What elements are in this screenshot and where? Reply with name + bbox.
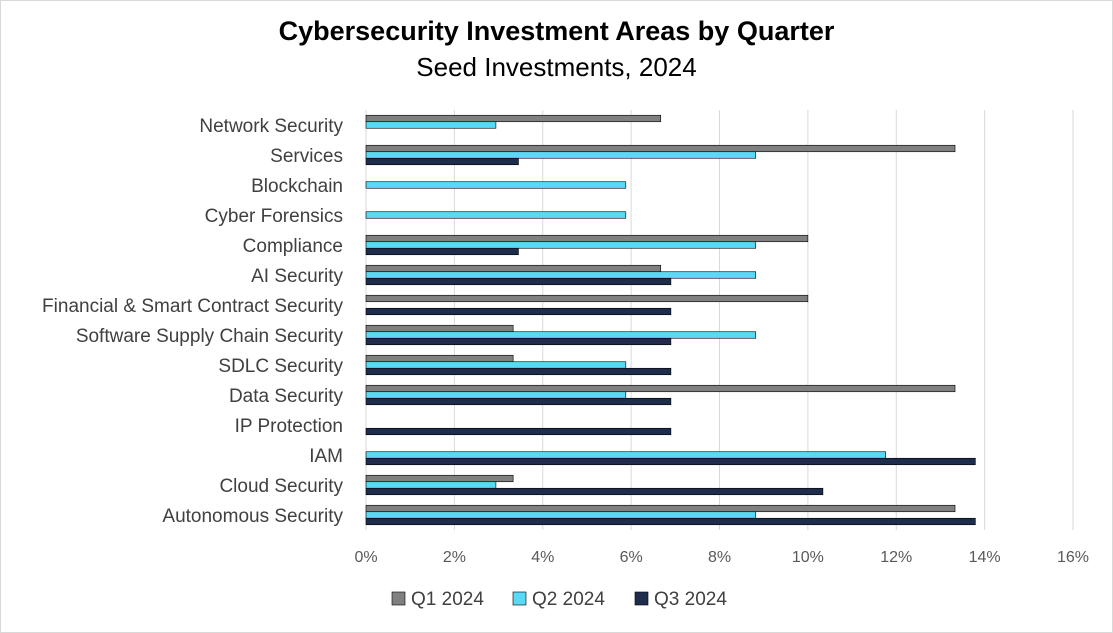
bar-q2-2024-software-supply-chain-security	[365, 331, 757, 339]
category-label-compliance: Compliance	[243, 236, 343, 257]
bar-q2-2024-compliance	[365, 241, 757, 249]
category-label-software-supply-chain-security: Software Supply Chain Security	[76, 326, 344, 347]
category-label-data-security: Data Security	[229, 386, 344, 407]
bar-q1-2024-software-supply-chain-security	[365, 324, 514, 333]
x-tick-label: 14%	[969, 549, 1001, 566]
bar-q2-2024-iam	[365, 451, 886, 459]
bar-q2-2024-sdlc-security	[365, 361, 627, 369]
bar-q1-2024-financial-smart-contract-security	[365, 294, 809, 303]
bar-q2-2024-network-security	[365, 121, 497, 129]
chart-title: Cybersecurity Investment Areas by Quarte…	[278, 16, 835, 46]
category-label-network-security: Network Security	[199, 116, 343, 137]
bar-q3-2024-software-supply-chain-security	[365, 337, 672, 346]
bar-q3-2024-services	[365, 157, 519, 166]
x-tick-label: 12%	[880, 549, 912, 566]
category-label-ip-protection: IP Protection	[235, 416, 343, 437]
x-tick-label: 8%	[708, 549, 731, 566]
bar-q1-2024-data-security	[365, 384, 956, 393]
bar-q3-2024-compliance	[365, 247, 519, 256]
legend-swatch-q2-2024	[512, 591, 527, 606]
category-label-financial-smart-contract-security: Financial & Smart Contract Security	[42, 296, 343, 317]
category-label-services: Services	[270, 146, 343, 167]
bar-q1-2024-autonomous-security	[365, 504, 956, 513]
x-tick-label: 4%	[531, 549, 554, 566]
category-label-iam: IAM	[309, 446, 343, 467]
x-tick-label: 6%	[620, 549, 643, 566]
bar-q1-2024-cloud-security	[365, 474, 514, 483]
bar-q1-2024-network-security	[365, 114, 662, 123]
category-label-ai-security: AI Security	[251, 266, 343, 287]
chart-subtitle: Seed Investments, 2024	[416, 52, 697, 82]
bar-q3-2024-data-security	[365, 397, 672, 406]
bar-q2-2024-data-security	[365, 391, 627, 399]
bar-q3-2024-ip-protection	[365, 427, 672, 436]
legend-label-q3-2024: Q3 2024	[654, 589, 727, 610]
bar-q2-2024-blockchain	[365, 181, 627, 189]
bar-q3-2024-autonomous-security	[365, 517, 976, 526]
bar-q1-2024-compliance	[365, 234, 809, 243]
bar-q3-2024-iam	[365, 457, 976, 466]
bar-q1-2024-services	[365, 144, 956, 153]
bar-q3-2024-financial-smart-contract-security	[365, 307, 672, 316]
category-label-blockchain: Blockchain	[251, 176, 343, 197]
bar-q3-2024-sdlc-security	[365, 367, 672, 376]
legend-label-q1-2024: Q1 2024	[411, 589, 484, 610]
category-label-cyber-forensics: Cyber Forensics	[205, 206, 343, 227]
bar-q2-2024-autonomous-security	[365, 511, 757, 519]
x-tick-label: 2%	[443, 549, 466, 566]
legend-label-q2-2024: Q2 2024	[532, 589, 605, 610]
bar-q1-2024-sdlc-security	[365, 354, 514, 363]
x-tick-label: 10%	[792, 549, 824, 566]
category-label-cloud-security: Cloud Security	[219, 476, 343, 497]
bar-q2-2024-ai-security	[365, 271, 757, 279]
x-tick-label: 16%	[1057, 549, 1089, 566]
category-label-sdlc-security: SDLC Security	[218, 356, 343, 377]
bar-q1-2024-ai-security	[365, 264, 662, 273]
bar-q2-2024-cloud-security	[365, 481, 497, 489]
legend-swatch-q3-2024	[634, 591, 649, 606]
legend-swatch-q1-2024	[391, 591, 406, 606]
category-label-autonomous-security: Autonomous Security	[162, 506, 343, 527]
x-tick-label: 0%	[354, 549, 377, 566]
bar-q3-2024-ai-security	[365, 277, 672, 286]
bar-q2-2024-cyber-forensics	[365, 211, 627, 219]
bar-q3-2024-cloud-security	[365, 487, 824, 496]
bar-q2-2024-services	[365, 151, 757, 159]
